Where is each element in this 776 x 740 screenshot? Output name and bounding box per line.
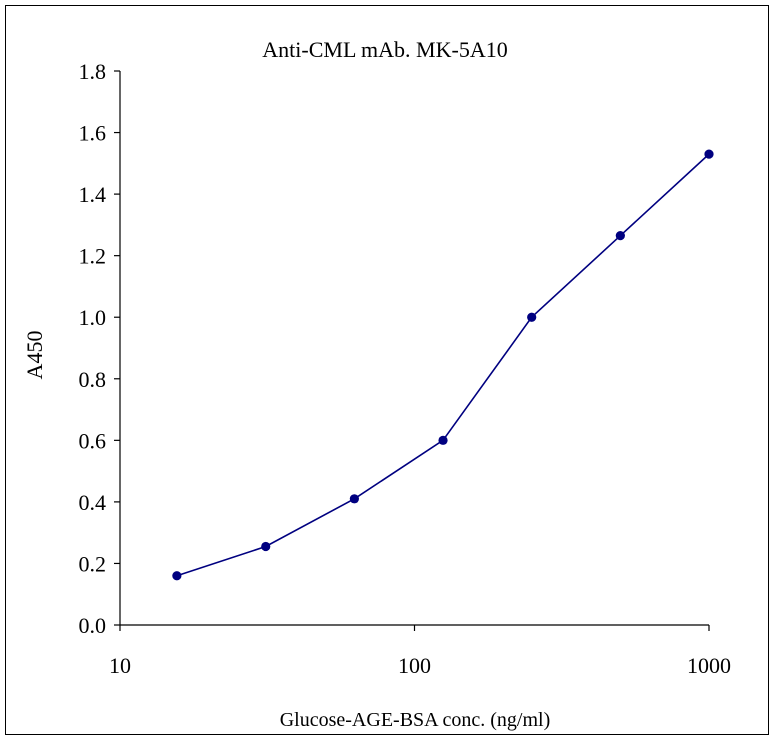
data-point [172,571,182,581]
y-tick-label: 1.8 [79,59,107,84]
chart-border [5,5,769,735]
y-tick-label: 1.2 [79,244,107,269]
y-tick-label: 1.6 [79,121,107,146]
x-tick-label: 1000 [687,653,731,678]
y-tick-label: 1.0 [79,305,107,330]
data-point [615,231,625,241]
x-tick-label: 100 [398,653,431,678]
axes: 0.0 0.2 0.4 0.6 0.8 1.0 1.2 1.4 1.6 1.8 10 100 1000 [79,59,732,678]
x-tick-label: 10 [109,653,131,678]
x-axis-label: Glucose-AGE-BSA conc. (ng/ml) [280,709,551,731]
data-point [704,149,714,159]
y-tick-label: 0.6 [79,428,107,453]
chart-title: Anti-CML mAb. MK-5A10 [262,37,507,62]
y-tick-label: 0.2 [79,551,107,576]
data-point [261,541,271,552]
data-point [527,312,537,322]
data-point [349,494,359,504]
y-tick-label: 0.0 [79,613,107,638]
y-tick-label: 0.8 [79,367,107,392]
plot-area [172,149,714,581]
y-tick-label: 0.4 [79,490,107,515]
y-tick-label: 1.4 [79,182,107,207]
y-axis-label: A450 [22,331,47,380]
data-point [438,435,448,445]
